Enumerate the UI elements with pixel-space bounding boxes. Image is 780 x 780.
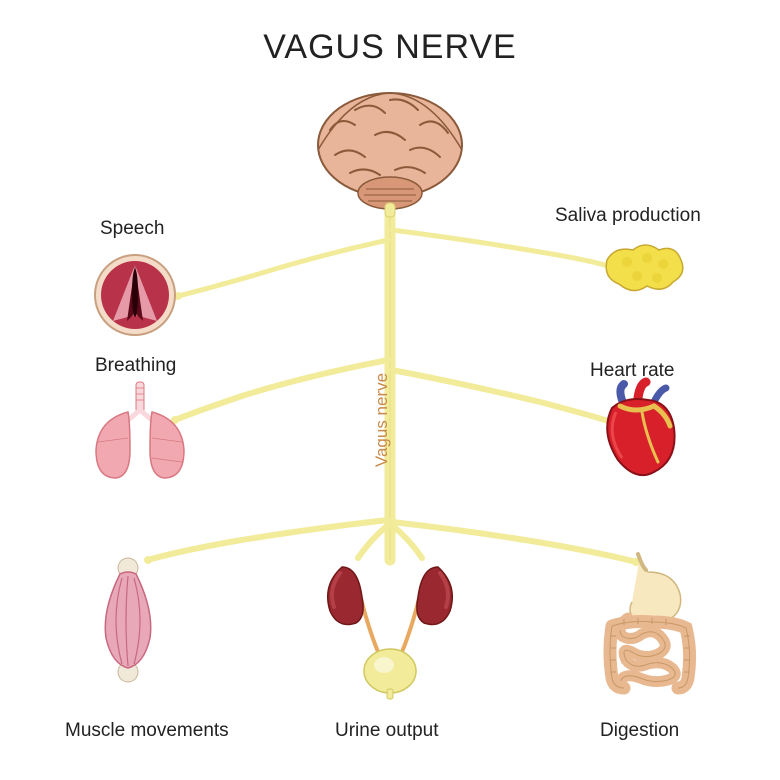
- label-speech: Speech: [100, 218, 164, 240]
- label-heart: Heart rate: [590, 360, 674, 382]
- heart-icon: [607, 382, 674, 475]
- label-digestion: Digestion: [600, 720, 679, 742]
- nerve-trunk-label: Vagus nerve: [372, 360, 392, 480]
- label-saliva: Saliva production: [555, 205, 701, 227]
- label-breathing: Breathing: [95, 355, 176, 377]
- digestion-icon: [610, 554, 690, 688]
- urinary-icon: [328, 567, 453, 699]
- larynx-icon: [95, 255, 175, 335]
- nerve-group: [144, 192, 640, 566]
- muscle-icon: [105, 558, 150, 682]
- lungs-icon: [96, 382, 184, 478]
- saliva-gland-icon: [606, 245, 683, 291]
- label-urine: Urine output: [335, 720, 439, 742]
- brain-icon: [318, 93, 462, 217]
- label-muscle: Muscle movements: [65, 720, 229, 742]
